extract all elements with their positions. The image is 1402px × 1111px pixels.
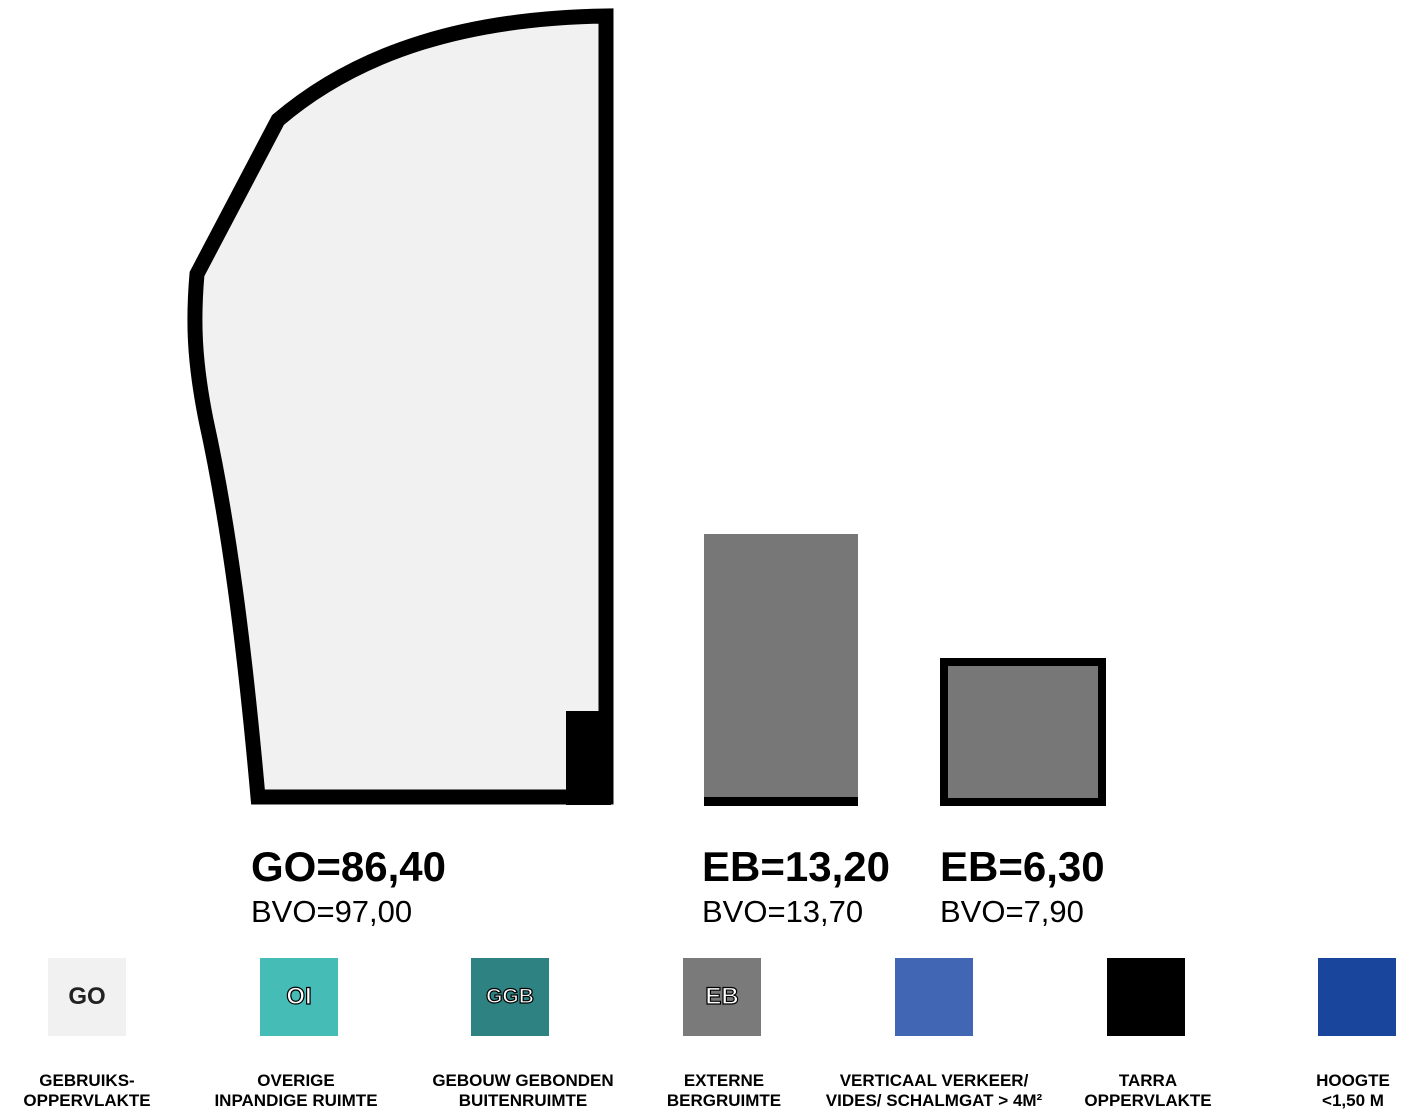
legend-abbr: EB	[705, 982, 740, 1010]
legend-caption-line: EXTERNE	[683, 1071, 765, 1090]
legend-caption-line: VIDES/ SCHALMGAT > 4M²	[825, 1091, 1043, 1110]
legend-swatch-go: GO	[48, 958, 126, 1036]
legend-caption-line: OPPERVLAKTE	[23, 1091, 151, 1110]
legend-abbr: OI	[286, 982, 313, 1010]
legend-abbr: GGB	[485, 984, 534, 1008]
legend-abbr: GO	[68, 983, 106, 1010]
legend-caption-oi: OVERIGE INPANDIGE RUIMTE	[200, 1071, 392, 1111]
legend-caption-line: GEBOUW GEBONDEN	[432, 1071, 614, 1090]
area-label-eb-1: EB=13,20 BVO=13,70	[702, 843, 890, 929]
legend-caption-verticaal-verkeer: VERTICAAL VERKEER/ VIDES/ SCHALMGAT > 4M…	[812, 1071, 1056, 1111]
legend-swatch-eb: EB	[683, 958, 761, 1036]
legend-swatch-tarra	[1107, 958, 1185, 1036]
legend-swatch-hoogte	[1318, 958, 1396, 1036]
area-code: EB=6,30	[940, 843, 1105, 890]
legend-swatch-verticaal-verkeer	[895, 958, 973, 1036]
area-code: EB=13,20	[702, 843, 890, 890]
legend-caption-line: OPPERVLAKTE	[1084, 1091, 1212, 1110]
legend-caption-line: INPANDIGE RUIMTE	[214, 1091, 378, 1110]
legend-caption-line: TARRA	[1118, 1071, 1178, 1090]
legend-caption-hoogte: HOOGTE <1,50 M	[1306, 1071, 1400, 1111]
legend-caption-line: BERGRUIMTE	[666, 1091, 782, 1110]
legend-caption-go: GEBRUIKS- OPPERVLAKTE	[4, 1071, 170, 1111]
legend-caption-line: VERTICAAL VERKEER/	[839, 1071, 1029, 1090]
area-bvo: BVO=7,90	[940, 894, 1084, 929]
legend-caption-eb: EXTERNE BERGRUIMTE	[656, 1071, 792, 1111]
legend-swatch-ggb: GGB	[471, 958, 549, 1036]
legend-caption-tarra: TARRA OPPERVLAKTE	[1074, 1071, 1222, 1111]
area-code: GO=86,40	[251, 843, 446, 890]
eb-room-shape-2	[940, 658, 1106, 806]
floor-plan	[187, 8, 1106, 806]
area-label-go: GO=86,40 BVO=97,00	[251, 843, 446, 929]
legend-caption-line: HOOGTE	[1316, 1071, 1390, 1090]
eb-room-bottom-wall	[704, 797, 858, 806]
go-room-shape	[187, 8, 614, 805]
eb-room-shape-1	[704, 534, 858, 805]
legend-caption-ggb: GEBOUW GEBONDEN BUITENRUIMTE	[420, 1071, 626, 1111]
legend-caption-line: <1,50 M	[1322, 1091, 1384, 1110]
area-label-eb-2: EB=6,30 BVO=7,90	[940, 843, 1105, 929]
area-bvo: BVO=97,00	[251, 894, 413, 929]
legend-caption-line: BUITENRUIMTE	[458, 1091, 588, 1110]
legend-caption-line: GEBRUIKS-	[39, 1071, 135, 1090]
area-bvo: BVO=13,70	[702, 894, 864, 929]
legend-caption-line: OVERIGE	[257, 1071, 335, 1090]
tarra-block	[566, 711, 611, 805]
legend-swatch-oi: OI	[260, 958, 338, 1036]
